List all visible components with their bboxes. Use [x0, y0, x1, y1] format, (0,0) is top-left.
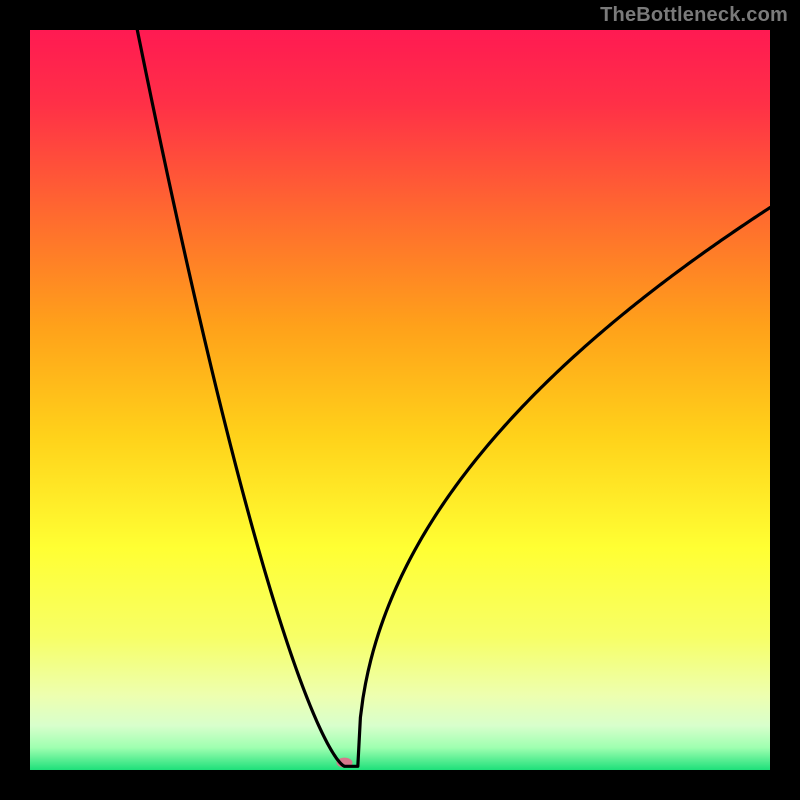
chart-container: TheBottleneck.com [0, 0, 800, 800]
watermark-text: TheBottleneck.com [600, 4, 788, 27]
plot-background [30, 30, 770, 770]
bottleneck-chart [0, 0, 800, 800]
